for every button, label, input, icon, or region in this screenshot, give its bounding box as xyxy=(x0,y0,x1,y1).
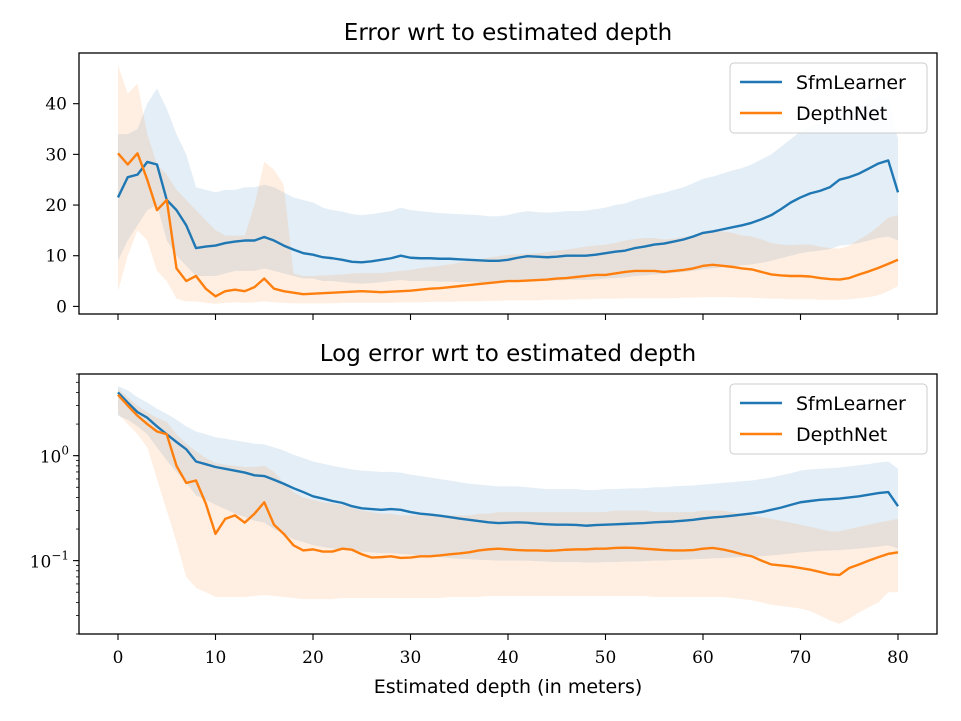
y-tick-label: 20 xyxy=(45,196,67,216)
error-bands xyxy=(118,65,898,304)
x-tick-label: 60 xyxy=(692,648,714,668)
error-legend: SfmLearner DepthNet xyxy=(729,62,928,134)
x-tick-label: 20 xyxy=(302,648,324,668)
y-tick-label: 100 xyxy=(40,444,69,468)
y-tick-label: 10−1 xyxy=(30,549,69,573)
legend-box xyxy=(729,383,928,455)
log-error-axes-ticks: 0 10 20 30 40 50 60 70 80 10−1 100 xyxy=(30,373,909,668)
log-error-plot-frame xyxy=(78,373,938,635)
error-line-sfmlearner xyxy=(116,159,900,264)
error-lines xyxy=(116,152,900,298)
error-plot-frame xyxy=(78,52,938,315)
x-tick-label: 50 xyxy=(595,648,617,668)
legend-label-sfmlearner: SfmLearner xyxy=(796,393,906,415)
legend-label-depthnet: DepthNet xyxy=(796,424,887,446)
chart-title: Log error wrt to estimated depth xyxy=(320,341,696,367)
log-error-line-depthnet xyxy=(117,394,899,577)
y-tick-label: 0 xyxy=(56,297,67,317)
x-tick-label: 0 xyxy=(113,648,124,668)
legend-box xyxy=(729,62,928,134)
x-tick-label: 80 xyxy=(887,648,909,668)
x-tick-label: 70 xyxy=(790,648,812,668)
error-axes-ticks: 0 10 20 30 40 xyxy=(45,95,899,320)
y-tick-label: 40 xyxy=(45,95,67,115)
y-tick-label: 10 xyxy=(45,247,67,267)
log-error-band-depthnet xyxy=(118,388,898,624)
log-error-line-sfmlearner xyxy=(117,391,899,527)
error-line-depthnet xyxy=(117,152,899,298)
error-band-sfmlearner xyxy=(118,88,898,284)
error-band-depthnet xyxy=(118,65,898,304)
x-tick-label: 40 xyxy=(497,648,519,668)
error-chart: Error wrt to estimated depth 0 10 20 30 40 S… xyxy=(45,20,938,320)
legend-label-depthnet: DepthNet xyxy=(796,103,887,125)
log-error-legend: SfmLearner DepthNet xyxy=(729,383,928,455)
x-axis-label: Estimated depth (in meters) xyxy=(374,676,643,698)
x-tick-label: 10 xyxy=(205,648,227,668)
log-error-chart: Log error wrt to estimated depth 0 10 20 30… xyxy=(30,341,938,668)
x-tick-label: 30 xyxy=(400,648,422,668)
y-tick-label: 30 xyxy=(45,145,67,165)
log-error-lines xyxy=(117,391,899,577)
legend-label-sfmlearner: SfmLearner xyxy=(796,72,906,94)
chart-title: Error wrt to estimated depth xyxy=(344,20,672,46)
